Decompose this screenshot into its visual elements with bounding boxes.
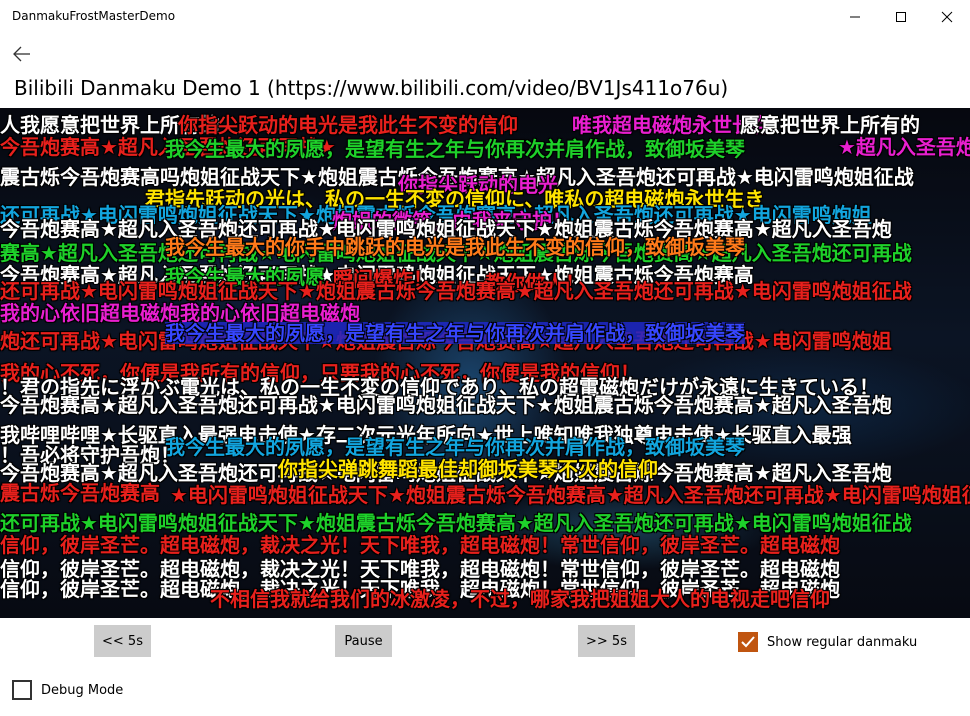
danmaku-comment: 我的心依旧超电磁炮我的心依旧超电磁炮 [0,301,360,325]
danmaku-video-area[interactable]: 人我愿意把世界上所有的 你指尖跃动的电光是我此生不变的信仰 唯我超电磁炮永世长存… [0,108,970,618]
video-frame [0,108,970,618]
danmaku-comment: 我今生最大的夙愿 [165,265,325,289]
danmaku-comment: 唯我超电磁炮永世长存 [572,113,772,137]
danmaku-comment: 信仰，彼岸圣芒。超电磁炮，裁决之光！天下唯我，超电磁炮！常世信仰，彼岸圣芒。超电… [0,557,840,581]
minimize-button[interactable] [832,0,878,34]
page-title: Bilibili Danmaku Demo 1 (https://www.bil… [14,76,729,100]
checkbox-box[interactable] [738,632,758,652]
danmaku-comment: 震古烁今吾炮赛高 [0,481,160,505]
checkbox-box[interactable] [12,680,32,700]
back-arrow-icon [13,46,30,62]
danmaku-comment: 震古烁今吾炮赛高吗炮姐征战天下★炮姐震古烁今吾炮赛高★超凡入圣吾炮还可再战★电闪… [0,165,914,189]
danmaku-comment: 还可再战★电闪雷鸣炮姐征战天下★炮姐震古烁今吾炮赛高★超凡入圣吾炮还可再战★电闪… [0,279,912,303]
danmaku-comment: 你指尖跃动的电光 [398,173,558,197]
danmaku-comment: 还可再战★电闪雷鸣炮姐征战天下★炮姐震古烁今吾炮赛高★超凡入圣吾炮还可再战★电闪… [0,511,912,535]
danmaku-comment: 你指尖弹跳舞蹈最佳却御坂美琴不灭的信仰 [278,457,658,481]
minimize-icon [850,16,860,18]
checkmark-icon [741,636,755,648]
danmaku-comment: 你指尖跃动的电光是我此生不变的信仰 [178,113,518,137]
show-regular-danmaku-checkbox[interactable]: Show regular danmaku [738,632,917,652]
danmaku-comment: 今吾炮赛高★超凡入圣吾炮还可再战★电闪雷鸣炮姐征战天下★炮姐震古烁今吾炮赛高★超… [0,461,892,485]
window-title: DanmakuFrostMasterDemo [12,9,176,23]
danmaku-comment: 还可再战★电闪雷鸣炮姐征战天下★炮姐震古烁今吾炮赛高★超凡入圣吾炮还可再战★电闪… [0,203,872,227]
debug-mode-checkbox[interactable]: Debug Mode [12,680,123,700]
maximize-icon [896,12,906,22]
danmaku-comment: 今吾炮赛高★超凡入圣吾炮还可再战★ [0,135,336,159]
danmaku-comment: 愿意把世界上所有的 [740,113,920,137]
danmaku-comment: 瞬间爆炸！ [333,267,433,291]
danmaku-comment: ★电闪雷鸣炮姐征战天下★炮姐震古烁今吾炮赛高★超凡入圣吾炮还可再战★电闪雷鸣炮姐… [170,483,970,507]
danmaku-comment: 赛高★超凡入圣吾炮还可再战★电闪雷鸣炮姐征战天下★炮姐震古烁今吾炮赛高★超凡入圣… [0,241,912,265]
danmaku-comment: ！君の指先に浮かぶ電光は、私の一生不変の信仰であり、私の超電磁炮だけが永遠に生き… [0,375,879,399]
danmaku-comment: 信仰，彼岸圣芒。超电磁炮，裁决之光！天下唯我，超电磁炮！常世信仰，彼岸圣芒。超电… [0,577,840,601]
danmaku-comment: 信仰，彼岸圣芒。超电磁炮，裁决之光！天下唯我，超电磁炮！常世信仰，彼岸圣芒。超电… [0,533,840,557]
danmaku-comment: 我今生最大的夙愿，是望有生之年与你再次并肩作战，致御坂美琴 [165,435,745,459]
rewind-5s-button[interactable]: << 5s [94,625,151,657]
forward-5s-button[interactable]: >> 5s [578,625,635,657]
close-icon [941,11,953,23]
danmaku-comment: 教你做人！ [485,271,585,295]
control-bar [0,618,970,716]
danmaku-comment: 我今生最大的你手中跳跃的电光是我此生不变的信仰，致御坂美琴 [165,235,745,259]
danmaku-comment: ★超凡入圣吾炮 [838,135,970,159]
danmaku-comment: 不相信我就给我们的冰激凌，不过，哪家我把姐姐大人的电视走吧信仰 [210,587,830,611]
maximize-button[interactable] [878,0,924,34]
close-button[interactable] [924,0,970,34]
checkbox-label: Show regular danmaku [767,634,918,650]
danmaku-comment: 君指先跃动の光は、私の一生不変の信仰に、唯私の超电磁炮永世生き [145,187,765,211]
danmaku-comment: 人我愿意把世界上所有的 [0,113,220,137]
danmaku-comment: 今吾炮赛高★超凡入圣吾炮还可再战★电闪雷鸣炮姐征战天下★炮姐震古烁今吾炮赛高★超… [0,393,892,417]
pause-button[interactable]: Pause [335,625,392,657]
danmaku-comment: 今吾炮赛高★超凡入圣吾炮还可再战★电闪雷鸣炮姐征战天下★炮姐震古烁今吾炮赛高★超… [0,217,892,241]
danmaku-comment: 我今生最大的夙愿，是望有生之年与你再次并肩作战，致御坂美琴 [165,321,745,345]
back-button[interactable] [6,38,38,70]
danmaku-comment: 我哔哩哔哩★长驱直入最强电击使★存二次元光年所向★世上唯知唯我独尊电击使★长驱直… [0,423,852,447]
danmaku-comment: 炮姐的微笑，由我来守护！ [332,209,572,233]
danmaku-comment: 我的心不死，你便是我所有的信仰，只要我的心不死，你便是我的信仰！ [0,361,640,385]
danmaku-comment: 我今生最大的夙愿，是望有生之年与你再次并肩作战，致御坂美琴 [165,137,745,161]
checkbox-label: Debug Mode [41,682,124,698]
danmaku-comment: ！吾必将守护吾炮！ [0,443,180,467]
title-bar: DanmakuFrostMasterDemo [0,0,970,34]
danmaku-comment: 今吾炮赛高★超凡入圣吾炮还可再战★电闪雷鸣炮姐征战天下★炮姐震古烁今吾炮赛高 [0,263,754,287]
